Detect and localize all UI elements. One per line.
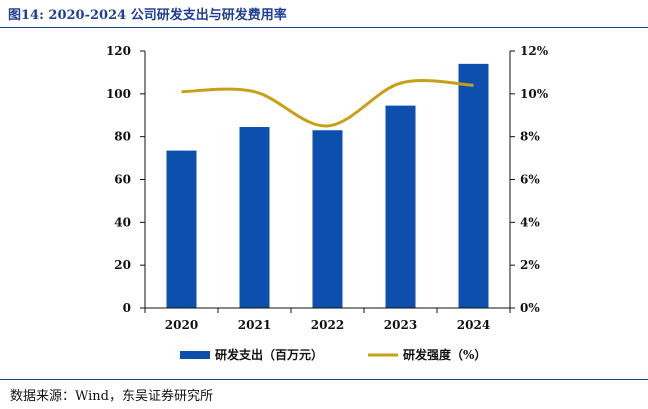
right-tick-label: 2% [520, 258, 540, 272]
bar [312, 130, 343, 308]
left-tick-label: 40 [114, 215, 131, 229]
left-tick-label: 0 [123, 301, 131, 315]
bar-series [166, 63, 489, 308]
bar [166, 150, 197, 308]
bar [458, 63, 489, 308]
right-axis: 0% 2% 4% 6% 8% 10% 12% [509, 44, 549, 315]
right-tick-label: 6% [520, 173, 540, 187]
left-tick-label: 120 [106, 44, 131, 58]
x-tick-label: 2024 [457, 318, 490, 332]
x-tick-label: 2021 [238, 318, 271, 332]
title-rule [0, 27, 648, 28]
x-tick-label: 2023 [384, 318, 417, 332]
source-rule [0, 379, 648, 380]
bar [385, 105, 416, 308]
legend-bar-swatch [180, 351, 210, 359]
x-tick-label: 2022 [311, 318, 344, 332]
x-tick-label: 2020 [165, 318, 198, 332]
bar [239, 127, 270, 308]
left-tick-label: 80 [114, 130, 131, 144]
legend-line-label: 研发强度（%） [403, 347, 486, 362]
right-tick-label: 12% [520, 44, 549, 58]
left-tick-label: 20 [114, 258, 131, 272]
left-tick-label: 100 [106, 87, 131, 101]
right-tick-label: 0% [520, 301, 540, 315]
legend: 研发支出（百万元） 研发强度（%） [180, 347, 486, 362]
right-tick-label: 4% [520, 215, 540, 229]
source-note: 数据来源：Wind，东吴证券研究所 [10, 389, 213, 404]
left-axis: 0 20 40 60 80 100 120 [106, 44, 146, 315]
left-tick-label: 60 [114, 173, 131, 187]
right-tick-label: 8% [520, 130, 540, 144]
line-series [181, 79, 474, 128]
legend-bar-label: 研发支出（百万元） [215, 347, 323, 362]
x-axis: 2020 2021 2022 2023 2024 [144, 307, 511, 332]
line-path [181, 79, 474, 128]
right-tick-label: 10% [520, 87, 549, 101]
figure-title: 图14: 2020-2024 公司研发支出与研发费用率 [8, 8, 287, 23]
